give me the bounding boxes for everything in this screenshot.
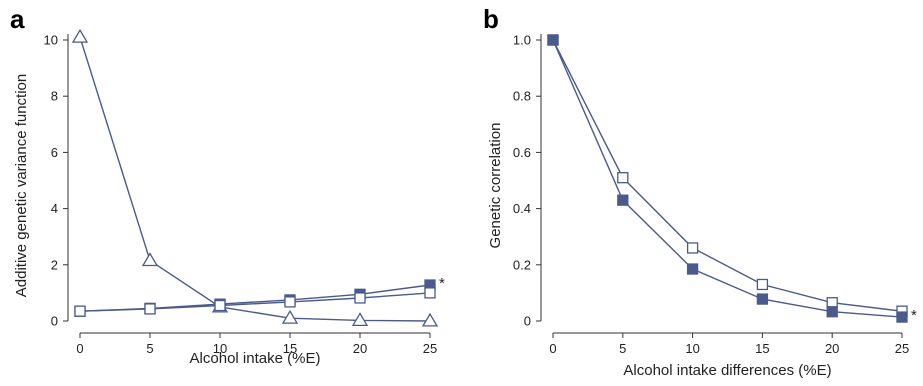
data-point-open-square (424, 287, 436, 299)
data-point-open-square (284, 296, 296, 308)
panel-b-axes: 0 0.2 0.4 0.6 0.8 1.0 0 5 10 15 20 25 (513, 33, 909, 357)
data-point-triangle (71, 28, 89, 43)
panel-a-series: * (71, 28, 445, 327)
data-point-filled-square (826, 306, 838, 318)
x-tick-label: 0 (549, 341, 556, 356)
series-line-open-square (552, 39, 903, 312)
data-point-triangle (141, 252, 159, 267)
panel-a-xlabel: Alcohol intake (%E) (190, 350, 321, 367)
data-point-open-square (686, 242, 699, 254)
x-tick-label: 10 (213, 341, 227, 356)
y-tick-label: 8 (51, 89, 58, 104)
data-point-open-square (214, 299, 226, 312)
y-tick-label: 0.2 (513, 257, 531, 272)
y-tick-label: 0.6 (513, 145, 531, 160)
panel-b-ylabel: Genetic correlation (487, 123, 504, 249)
y-tick-label: 0 (524, 314, 531, 329)
data-point-triangle (351, 312, 369, 326)
data-point-open-square (756, 278, 769, 291)
x-tick-label: 5 (619, 341, 626, 356)
panel-a-ylabel: Additive genetic variance function (13, 74, 30, 297)
data-point-filled-square (686, 263, 699, 275)
y-tick-label: 10 (44, 33, 58, 48)
series-line-filled-square (552, 39, 903, 318)
y-tick-label: 0.4 (513, 201, 531, 216)
data-point-triangle (421, 312, 439, 327)
panel-a-letter: a (10, 4, 25, 34)
panel-a-axes: 0 2 4 6 8 10 0 5 10 15 20 25 (44, 33, 438, 357)
series-line-filled-square (79, 284, 431, 312)
panel-b-series: * (547, 34, 917, 324)
y-tick-label: 0 (51, 314, 58, 329)
data-point-filled-square (547, 34, 559, 46)
data-point-filled-square (756, 293, 769, 305)
x-tick-label: 15 (755, 341, 769, 356)
panel-a: a 0 2 4 6 8 10 0 5 10 15 20 25 * Alcohol intake (%E… (10, 4, 445, 367)
data-point-filled-square (896, 311, 908, 323)
x-tick-label: 20 (353, 341, 367, 356)
significance-star: * (911, 307, 917, 324)
x-tick-label: 25 (895, 341, 909, 356)
significance-star: * (439, 275, 445, 292)
data-point-open-square (354, 292, 366, 304)
y-tick-label: 2 (51, 257, 58, 272)
x-tick-label: 5 (146, 341, 153, 356)
y-tick-label: 1.0 (513, 33, 531, 48)
data-point-open-square (617, 172, 629, 184)
y-tick-label: 0.8 (513, 89, 531, 104)
y-tick-label: 6 (51, 145, 58, 160)
data-point-filled-square (617, 194, 629, 206)
x-tick-label: 10 (685, 341, 699, 356)
panel-b-letter: b (483, 4, 499, 34)
x-tick-label: 15 (283, 341, 297, 356)
x-tick-label: 20 (825, 341, 839, 356)
panel-b: b 0 0.2 0.4 0.6 0.8 1.0 0 5 10 15 20 25 * Alcohol i… (483, 4, 917, 379)
series-line-open-triangle (79, 36, 431, 322)
x-tick-label: 0 (76, 341, 83, 356)
data-point-triangle (281, 309, 299, 324)
series-line-open-square (79, 292, 431, 312)
data-point-open-square (144, 303, 156, 315)
panel-b-xlabel: Alcohol intake differences (%E) (623, 362, 831, 379)
y-tick-label: 4 (51, 201, 58, 216)
x-tick-label: 25 (423, 341, 437, 356)
data-point-open-square (74, 305, 86, 317)
